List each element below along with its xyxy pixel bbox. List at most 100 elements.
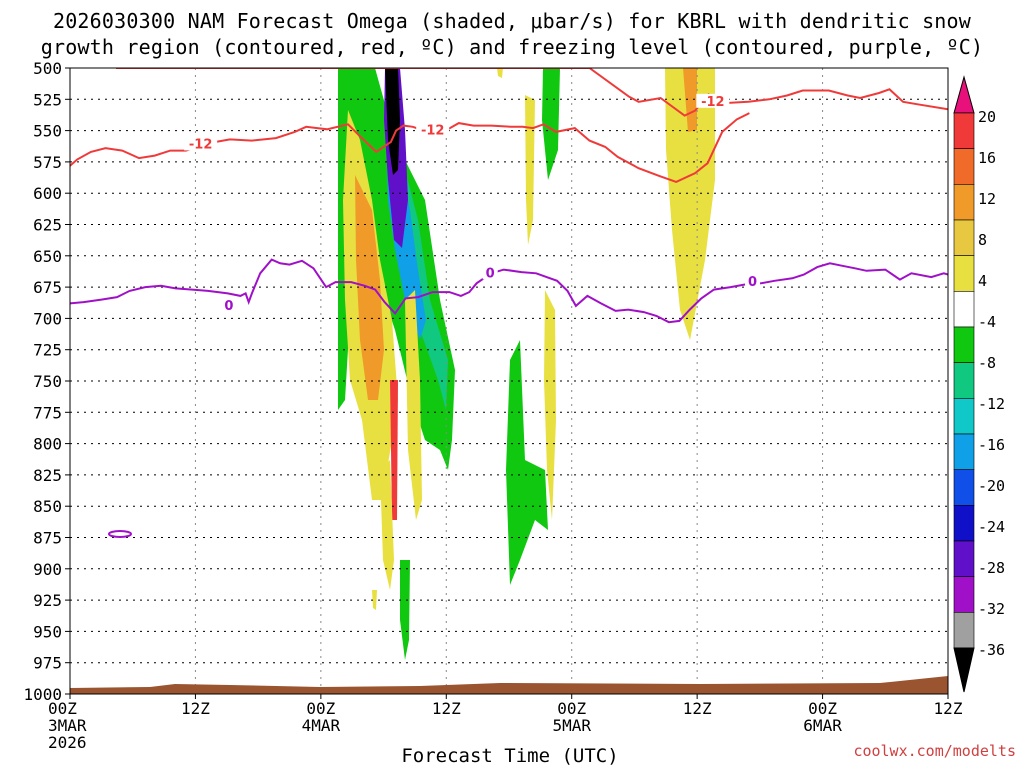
- y-tick-label: 500: [33, 59, 62, 78]
- y-tick-label: 750: [33, 372, 62, 391]
- y-tick-label: 600: [33, 184, 62, 203]
- colorbar-segment: [953, 112, 975, 149]
- colorbar-bottom-arrow: [953, 647, 975, 693]
- omega-shade-green-4: [506, 340, 548, 585]
- y-tick-label: 725: [33, 341, 62, 360]
- y-tick-label: 925: [33, 591, 62, 610]
- colorbar-top-arrow: [953, 75, 975, 114]
- contour-label: 0: [486, 266, 495, 281]
- omega-shade-orange-2: [683, 68, 697, 132]
- colorbar-segment: [953, 398, 975, 435]
- omega-shade-red-streak: [390, 380, 398, 520]
- colorbar-segment: [953, 433, 975, 470]
- colorbar-segment: [953, 469, 975, 506]
- x-tick-label: 2026: [48, 733, 87, 752]
- colorbar-tick-label: -32: [978, 600, 1005, 618]
- contour-label-bg: [221, 297, 237, 312]
- y-tick-label: 550: [33, 122, 62, 141]
- y-tick-label: 850: [33, 497, 62, 516]
- x-tick-label: 12Z: [181, 699, 210, 718]
- omega-shade-yellow-5: [544, 290, 556, 520]
- y-tick-label: 775: [33, 403, 62, 422]
- y-tick-label: 975: [33, 654, 62, 673]
- omega-shade-black-core: [385, 68, 400, 175]
- contour-label: 0: [748, 275, 757, 290]
- credit-link[interactable]: coolwx.com/modelts: [853, 742, 1016, 760]
- colorbar-segment: [953, 219, 975, 256]
- contour-label-bg: [745, 274, 761, 289]
- colorbar: 20 16 12 8 4 -4 -8 -12 -16 -20 -24 -28 -32 -36: [953, 75, 1005, 693]
- omega-shade-yellow-3: [380, 460, 394, 590]
- contour-label: -12: [701, 95, 725, 110]
- contour-line: [70, 258, 948, 324]
- colorbar-tick-label: 20: [978, 108, 996, 126]
- colorbar-segment: [953, 148, 975, 185]
- y-tick-label: 575: [33, 153, 62, 172]
- contour-line: [70, 112, 750, 183]
- colorbar-segment: [953, 505, 975, 542]
- colorbar-segment: [953, 326, 975, 363]
- x-tick-label: 4MAR: [302, 716, 341, 735]
- colorbar-segment: [953, 540, 975, 577]
- x-tick-label: 12Z: [934, 699, 963, 718]
- y-tick-label: 1000: [23, 685, 62, 704]
- colorbar-tick-label: -24: [978, 518, 1005, 536]
- colorbar-segment: [953, 184, 975, 221]
- y-tick-label: 675: [33, 278, 62, 297]
- colorbar-tick-label: -8: [978, 354, 996, 372]
- y-tick-label: 650: [33, 247, 62, 266]
- plot-frame: [69, 67, 949, 695]
- contour-labels: -12 -12 -12 0 0 0: [184, 93, 761, 314]
- colorbar-segment: [953, 362, 975, 399]
- contour-label-bg: [416, 122, 450, 137]
- omega-shade-yellow-8: [497, 68, 503, 78]
- omega-shade-green-3: [400, 560, 410, 660]
- colorbar-tick-label: 16: [978, 149, 996, 167]
- y-tick-label: 875: [33, 529, 62, 548]
- terrain-fill: [70, 676, 948, 694]
- x-tick-label: 00Z: [48, 699, 77, 718]
- contour-label: -12: [421, 124, 445, 139]
- contour-label-bg: [482, 265, 498, 280]
- colorbar-segment: [953, 612, 975, 649]
- x-axis-label: Forecast Time (UTC): [401, 745, 619, 767]
- x-tick-label: 3MAR: [48, 716, 87, 735]
- chart-grid: [70, 68, 948, 694]
- omega-shade-green-main: [338, 68, 455, 470]
- x-tick-label: 6MAR: [803, 716, 842, 735]
- terrain-ground: [70, 676, 948, 694]
- contour-label: 0: [224, 299, 233, 314]
- colorbar-tick-label: 12: [978, 190, 996, 208]
- colorbar-tick-label: 4: [978, 272, 987, 290]
- colorbar-tick-label: -12: [978, 395, 1005, 413]
- contour-label-bg: [184, 136, 218, 151]
- y-tick-label: 525: [33, 90, 62, 109]
- colorbar-tick-label: 8: [978, 231, 987, 249]
- colorbar-tick-label: -28: [978, 559, 1005, 577]
- x-tick-label: 5MAR: [552, 716, 591, 735]
- x-tick-label: 00Z: [808, 699, 837, 718]
- omega-shade-yellow-6: [665, 68, 715, 340]
- colorbar-tick-label: -4: [978, 313, 996, 331]
- contour-label-bg: [696, 93, 730, 108]
- y-tick-label: 900: [33, 560, 62, 579]
- colorbar-segment: [953, 576, 975, 613]
- y-tick-label: 800: [33, 435, 62, 454]
- colorbar-tick-label: -20: [978, 477, 1005, 495]
- y-axis-ticks: 500 525 550 575 600 625 650 675 700 725 750 775 800 8…: [23, 59, 70, 704]
- x-tick-label: 12Z: [432, 699, 461, 718]
- omega-shade-green-5: [542, 68, 560, 180]
- y-tick-label: 950: [33, 622, 62, 641]
- colorbar-segment: [953, 255, 975, 292]
- y-tick-label: 825: [33, 466, 62, 485]
- x-tick-label: 12Z: [683, 699, 712, 718]
- omega-shade-yellow-4: [525, 95, 535, 245]
- contour-label: -12: [189, 137, 213, 152]
- omega-shade-yellow-2: [405, 290, 422, 520]
- colorbar-tick-label: -16: [978, 436, 1005, 454]
- x-tick-label: 00Z: [557, 699, 586, 718]
- omega-shade-yellow-7: [372, 590, 377, 610]
- contour-lines: [70, 68, 948, 324]
